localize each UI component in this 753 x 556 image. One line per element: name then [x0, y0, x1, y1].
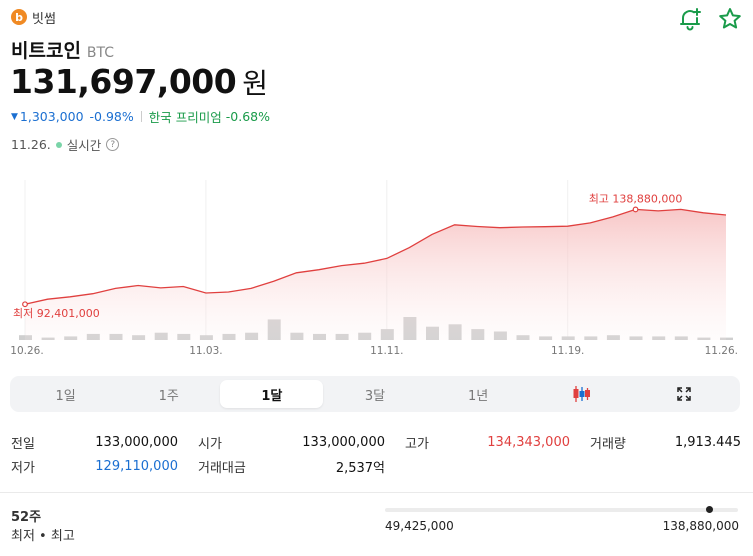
x-tick-label: 11.03.	[189, 345, 222, 357]
realtime-label: 실시간	[66, 138, 102, 153]
stats-row: 전일 133,000,000 시가 133,000,000 고가 134,343…	[11, 430, 741, 454]
coin-title: 비트코인 BTC	[11, 36, 114, 63]
x-tick-label: 11.19.	[551, 345, 584, 357]
price-chart[interactable]: 최고 138,880,000 최저 92,401,000 10.26. 11.03.…	[0, 170, 753, 360]
tab-1week[interactable]: 1주	[158, 388, 179, 404]
price-chart-svg: 최고 138,880,000 최저 92,401,000 10.26. 11.03.…	[10, 180, 738, 357]
range-52w-min: 49,425,000	[385, 519, 454, 533]
prev-close-label: 전일	[11, 436, 35, 452]
tab-1month[interactable]: 1달	[220, 380, 324, 408]
volume-label: 거래량	[590, 436, 626, 452]
kimchi-premium-label: 한국 프리미엄	[148, 110, 222, 125]
turnover-value: 2,537억	[335, 460, 385, 476]
price-unit: 원	[242, 67, 268, 100]
turnover-label: 거래대금	[198, 460, 246, 476]
current-date: 11.26.	[11, 137, 51, 152]
max-label: 최고 138,880,000	[589, 192, 683, 205]
volume-bar	[720, 337, 733, 340]
change-amount: 1,303,000	[19, 109, 84, 124]
tab-3months[interactable]: 3달	[364, 388, 386, 404]
date-row: 11.26. 실시간 ?	[11, 135, 120, 154]
current-price: 131,697,000	[10, 62, 237, 101]
volume-value: 1,913.445	[674, 434, 741, 450]
change-separator	[140, 111, 142, 122]
low-value: 129,110,000	[95, 458, 178, 474]
help-icon[interactable]: ?	[106, 138, 120, 151]
high-value: 134,343,000	[487, 434, 570, 450]
range-52w-label: 52주 최저 • 최고	[11, 508, 75, 546]
price-row: 131,697,000 원	[10, 62, 268, 102]
high-label: 고가	[405, 436, 429, 452]
candlestick-toggle[interactable]	[530, 380, 633, 408]
range-52w-bar	[385, 505, 738, 513]
change-rate: -0.98%	[89, 109, 134, 124]
candlestick-icon	[573, 386, 591, 402]
tab-1day[interactable]: 1일	[55, 388, 76, 404]
x-tick-label: 11.11.	[370, 345, 403, 357]
stats-table: 전일 133,000,000 시가 133,000,000 고가 134,343…	[11, 430, 741, 478]
tab-1year[interactable]: 1년	[468, 388, 489, 404]
max-point	[632, 206, 639, 213]
exchange-logo: b	[11, 9, 27, 25]
kimchi-premium-rate: -0.68%	[225, 109, 270, 124]
min-label: 최저 92,401,000	[13, 307, 100, 320]
top-actions	[677, 6, 743, 36]
range-52w-max: 138,880,000	[662, 519, 739, 533]
price-area	[25, 209, 726, 340]
open-value: 133,000,000	[302, 434, 385, 450]
coin-symbol: BTC	[86, 45, 115, 61]
exchange-name: 빗썸	[32, 11, 56, 27]
x-tick-label: 10.26.	[10, 345, 43, 357]
range-52w-marker	[706, 505, 714, 513]
star-icon[interactable]	[717, 6, 743, 36]
low-label: 저가	[11, 460, 35, 476]
coin-name: 비트코인	[11, 40, 81, 62]
range-52w-title: 52주	[11, 510, 42, 525]
period-tabs: 1일 1주 1달 3달 1년	[10, 376, 740, 412]
expand-icon	[677, 387, 692, 401]
bell-plus-icon[interactable]	[677, 6, 703, 36]
down-triangle-icon: ▼	[11, 111, 18, 122]
exchange-header: b 빗썸	[11, 6, 56, 28]
prev-close-value: 133,000,000	[95, 434, 178, 450]
min-point	[22, 301, 28, 308]
price-line	[24, 208, 727, 305]
change-row: ▼ 1,303,000 -0.98% 한국 프리미엄 -0.68%	[11, 107, 270, 126]
range-52w-subtitle: 최저 • 최고	[11, 529, 75, 544]
open-label: 시가	[198, 436, 222, 452]
stats-row: 저가 129,110,000 거래대금 2,537억	[11, 454, 741, 478]
fullscreen-button[interactable]	[633, 380, 736, 408]
x-tick-label: 11.26.	[705, 345, 738, 357]
divider	[0, 492, 753, 493]
live-dot-icon	[55, 141, 62, 148]
